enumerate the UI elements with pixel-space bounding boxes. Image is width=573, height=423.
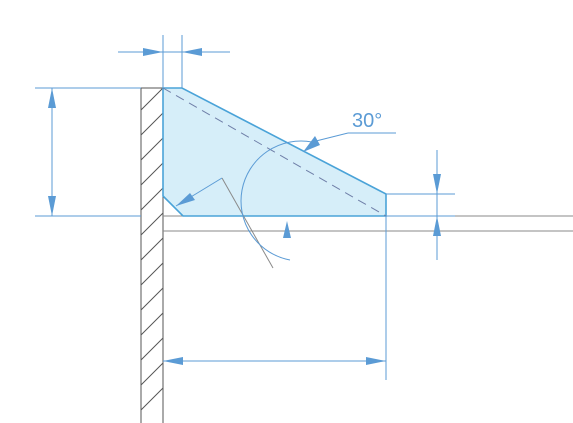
- bottom-width-dimension: [163, 216, 387, 380]
- wall-hatching: [140, 87, 164, 411]
- weld-throat-dashed-line: [162, 87, 387, 217]
- chamfer-leader: [175, 177, 274, 269]
- top-width-dimension: [118, 35, 230, 88]
- right-height-dimension: [386, 150, 455, 260]
- angle-label: 30°: [352, 110, 382, 132]
- vertical-wall: [140, 87, 164, 423]
- angle-dimension: 30°: [240, 110, 396, 261]
- horizontal-plate: [163, 215, 573, 232]
- left-height-dimension: [35, 87, 141, 217]
